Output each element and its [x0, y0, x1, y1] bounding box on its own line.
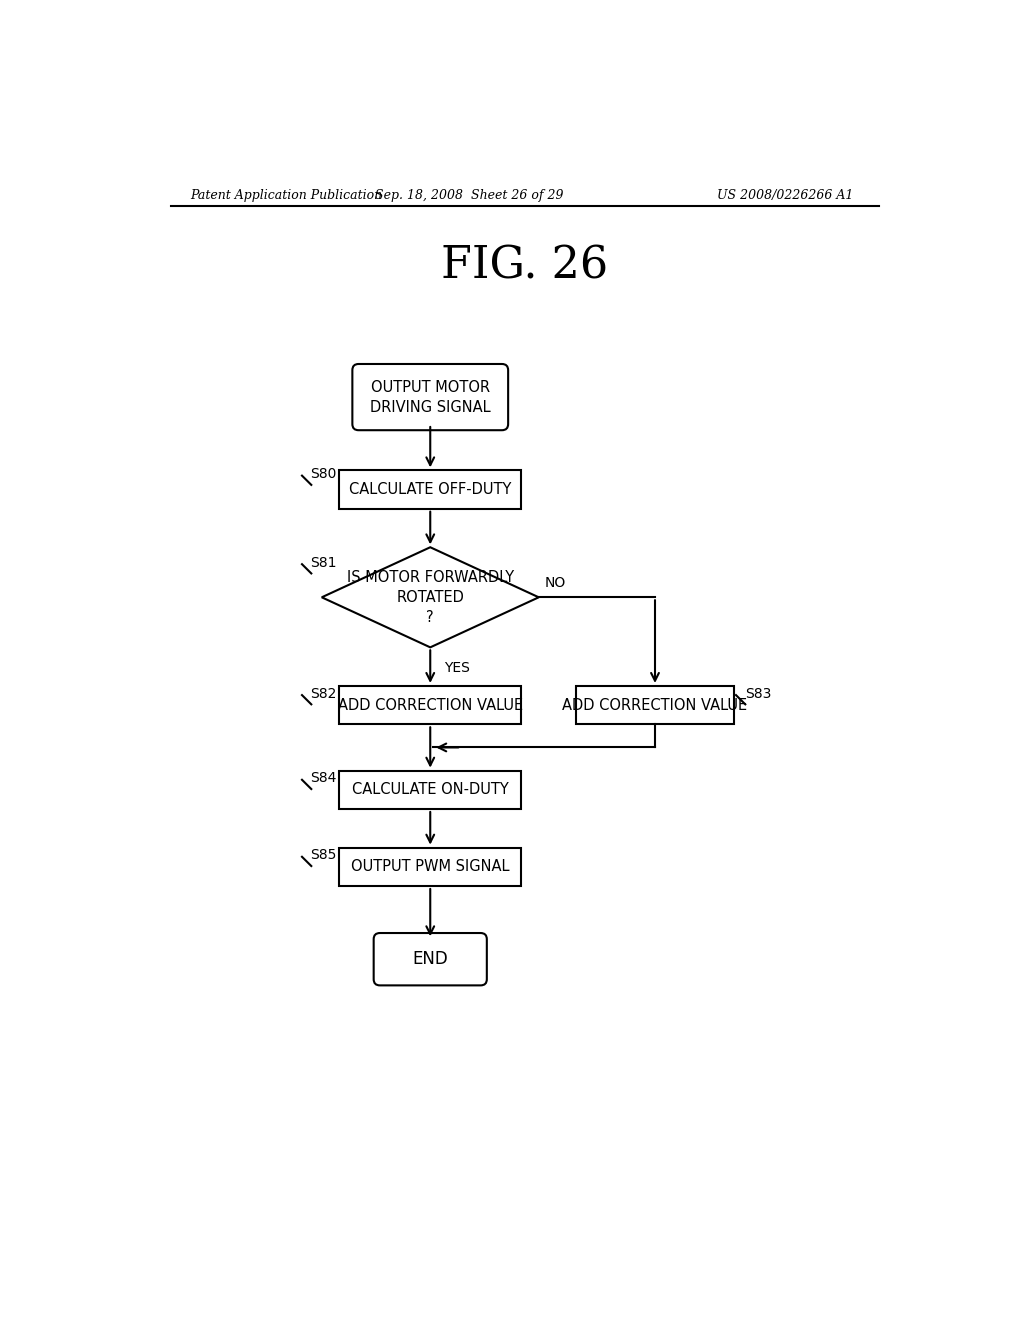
Text: Sep. 18, 2008  Sheet 26 of 29: Sep. 18, 2008 Sheet 26 of 29 — [375, 189, 563, 202]
Text: S85: S85 — [309, 849, 336, 862]
Bar — [339, 470, 521, 508]
Text: END: END — [413, 950, 449, 968]
FancyBboxPatch shape — [352, 364, 508, 430]
Text: US 2008/0226266 A1: US 2008/0226266 A1 — [717, 189, 853, 202]
Text: IS MOTOR FORWARDLY
ROTATED
?: IS MOTOR FORWARDLY ROTATED ? — [347, 570, 514, 624]
Text: OUTPUT MOTOR
DRIVING SIGNAL: OUTPUT MOTOR DRIVING SIGNAL — [370, 380, 490, 414]
Text: CALCULATE OFF-DUTY: CALCULATE OFF-DUTY — [349, 482, 511, 498]
Bar — [339, 771, 521, 809]
Text: Patent Application Publication: Patent Application Publication — [190, 189, 382, 202]
Text: OUTPUT PWM SIGNAL: OUTPUT PWM SIGNAL — [351, 859, 510, 874]
Bar — [339, 686, 521, 725]
Text: S80: S80 — [309, 467, 336, 480]
FancyBboxPatch shape — [374, 933, 486, 985]
Text: ADD CORRECTION VALUE: ADD CORRECTION VALUE — [338, 697, 523, 713]
Text: S84: S84 — [309, 771, 336, 785]
Polygon shape — [322, 548, 539, 647]
Bar — [575, 686, 734, 725]
Text: ADD CORRECTION VALUE: ADD CORRECTION VALUE — [562, 697, 748, 713]
Text: CALCULATE ON-DUTY: CALCULATE ON-DUTY — [352, 783, 509, 797]
Text: S81: S81 — [309, 556, 336, 570]
Text: S82: S82 — [309, 686, 336, 701]
Bar — [339, 847, 521, 886]
Text: NO: NO — [545, 576, 566, 590]
Text: FIG. 26: FIG. 26 — [441, 244, 608, 288]
Text: YES: YES — [444, 661, 470, 676]
Text: S83: S83 — [745, 686, 772, 701]
